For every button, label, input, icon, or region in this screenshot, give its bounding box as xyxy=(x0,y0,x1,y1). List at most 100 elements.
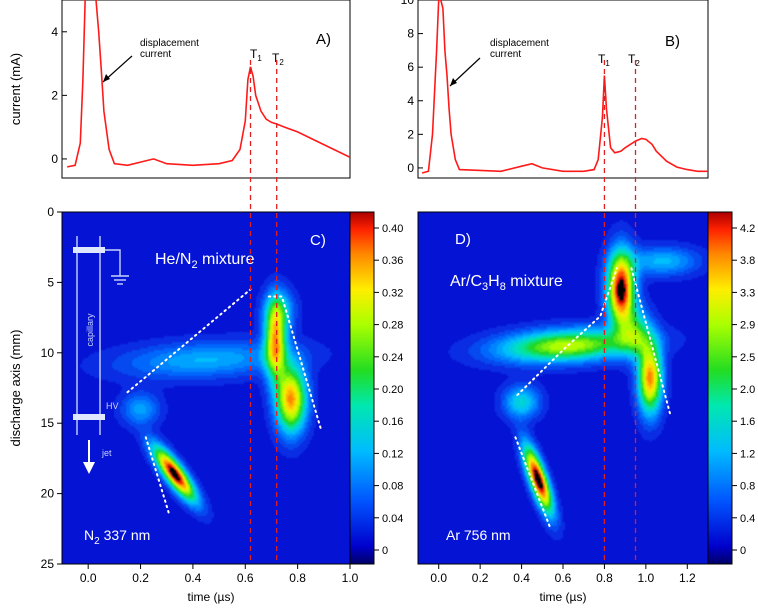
y-tick-label: 0 xyxy=(51,152,58,166)
panel-c-dotted-fronts xyxy=(126,288,323,516)
x-tick-label: 1.0 xyxy=(342,571,359,585)
panel-d-label: D) xyxy=(455,231,471,248)
panel-d: Ar/C3H8 mixture D) Ar 756 nm 4.2 3.8 3.3 2.… xyxy=(417,211,755,604)
x-tick-label: 0.4 xyxy=(513,571,530,585)
y-tick-label: 15 xyxy=(41,416,55,430)
y-tick-label: 6 xyxy=(407,60,414,74)
x-tick-label: 0.4 xyxy=(185,571,202,585)
dotted-front-line xyxy=(144,436,171,516)
panel-a: 0 2 4 A) T1 T2 displacement current xyxy=(51,0,351,179)
jet-arrow-head xyxy=(83,462,95,474)
capillary-schematic xyxy=(73,236,129,474)
dotted-front-line xyxy=(514,436,552,530)
x-tick-label: 0.2 xyxy=(472,571,489,585)
colorbar-tick-label: 0 xyxy=(740,545,746,557)
colorbar-tick-label: 1.6 xyxy=(740,416,755,428)
panel-a-annotation-line1: displacement xyxy=(140,38,199,49)
panel-a-t2-label: T2 xyxy=(272,51,284,67)
y-tick-label: 20 xyxy=(41,487,55,501)
x-tick-label: 0.8 xyxy=(289,571,306,585)
panel-a-annotation-line2: current xyxy=(140,49,171,60)
colorbar-tick-label: 0.24 xyxy=(382,352,403,364)
dotted-front-line xyxy=(126,288,252,394)
colorbar-tick-label: 0.08 xyxy=(382,481,403,493)
panel-a-arrow-head xyxy=(103,74,110,82)
x-tick-label: 0.0 xyxy=(80,571,97,585)
ground-electrode xyxy=(73,247,105,253)
panel-d-heatmap xyxy=(418,212,708,564)
panel-c-label: C) xyxy=(310,232,326,249)
capillary-label: capillary xyxy=(85,313,95,347)
panel-c-x-ticks: 0.0 0.2 0.4 0.6 0.8 1.0 xyxy=(80,564,359,585)
y-tick-label: 0 xyxy=(47,205,54,219)
panel-c-heatmap xyxy=(62,212,350,564)
dotted-front-line xyxy=(267,295,323,432)
panel-b-annotation-line2: current xyxy=(490,49,521,60)
panel-b-frame xyxy=(417,0,709,179)
colorbar-tick-label: 0.04 xyxy=(382,513,403,525)
panel-a-t1-label: T1 xyxy=(250,47,262,63)
y-tick-label: 8 xyxy=(407,27,414,41)
hv-electrode xyxy=(73,414,105,420)
x-tick-label: 1.2 xyxy=(679,571,696,585)
colorbar-tick-label: 0 xyxy=(382,545,388,557)
panel-c-title: He/N2 mixture xyxy=(155,251,255,271)
colorbar-tick-label: 4.2 xyxy=(740,223,755,235)
panel-d-x-axis-label: time (µs) xyxy=(540,590,587,604)
panel-c-colorbar xyxy=(349,211,375,565)
x-tick-label: 0.6 xyxy=(237,571,254,585)
colorbar-tick-label: 0.12 xyxy=(382,448,403,460)
colorbar-tick-label: 3.3 xyxy=(740,287,755,299)
panel-b-current-trace xyxy=(421,0,708,174)
panel-a-y-ticks: 0 2 4 xyxy=(51,25,67,166)
colorbar-tick-label: 0.28 xyxy=(382,320,403,332)
colorbar-tick-label: 0.8 xyxy=(740,481,755,493)
y-tick-label: 2 xyxy=(51,88,58,102)
x-tick-label: 0.2 xyxy=(132,571,149,585)
colorbar-tick-label: 2.9 xyxy=(740,320,755,332)
time-markers xyxy=(249,60,637,564)
dotted-front-line xyxy=(516,267,618,396)
panel-d-colorbar-ticks: 4.2 3.8 3.3 2.9 2.5 2.0 1.6 1.2 0.8 0.4 0 xyxy=(732,223,755,557)
colorbar-tick-label: 0.40 xyxy=(382,223,403,235)
panel-d-x-ticks: 0.0 0.2 0.4 0.6 0.8 1.0 1.2 xyxy=(430,564,696,585)
panel-d-line-label: Ar 756 nm xyxy=(446,527,511,543)
panel-b-annotation-line1: displacement xyxy=(490,38,549,49)
x-tick-label: 0.0 xyxy=(430,571,447,585)
colorbar-tick-label: 2.5 xyxy=(740,352,755,364)
panel-c-y-ticks: 0 5 10 15 20 25 xyxy=(41,205,62,571)
panel-d-title: Ar/C3H8 mixture xyxy=(450,273,563,293)
x-tick-label: 0.6 xyxy=(555,571,572,585)
panel-b-arrow-head xyxy=(450,78,457,86)
panel-d-dotted-fronts xyxy=(514,267,672,530)
panel-b-t1-label: T1 xyxy=(598,52,610,68)
hv-label: HV xyxy=(106,401,119,411)
panel-b-t2-label: T2 xyxy=(628,52,640,68)
colorbar-tick-label: 0.4 xyxy=(740,513,755,525)
y-tick-label: 0 xyxy=(407,161,414,175)
bottom-y-axis-label: discharge axis (mm) xyxy=(8,329,23,446)
panel-c-line-label: N2 337 nm xyxy=(84,527,150,547)
panel-b-label: B) xyxy=(665,33,680,50)
y-tick-label: 10 xyxy=(41,346,55,360)
y-tick-label: 10 xyxy=(401,0,415,7)
panel-b: 0 2 4 6 8 10 B) T1 T2 displacement current xyxy=(401,0,709,179)
dotted-front-line xyxy=(630,267,672,418)
y-tick-label: 5 xyxy=(47,275,54,289)
panel-a-label: A) xyxy=(316,31,331,48)
y-tick-label: 4 xyxy=(407,94,414,108)
y-tick-label: 2 xyxy=(407,127,414,141)
y-tick-label: 4 xyxy=(51,25,58,39)
jet-label: jet xyxy=(101,448,112,458)
x-tick-label: 0.8 xyxy=(596,571,613,585)
colorbar-tick-label: 3.8 xyxy=(740,255,755,267)
top-y-axis-label: current (mA) xyxy=(8,53,23,125)
colorbar-tick-label: 0.20 xyxy=(382,384,403,396)
colorbar-tick-label: 2.0 xyxy=(740,384,755,396)
y-tick-label: 25 xyxy=(41,557,55,571)
panel-d-colorbar xyxy=(707,211,733,565)
ground-wire xyxy=(105,249,121,276)
colorbar-tick-label: 0.32 xyxy=(382,287,403,299)
panel-b-y-ticks: 0 2 4 6 8 10 xyxy=(401,0,423,175)
